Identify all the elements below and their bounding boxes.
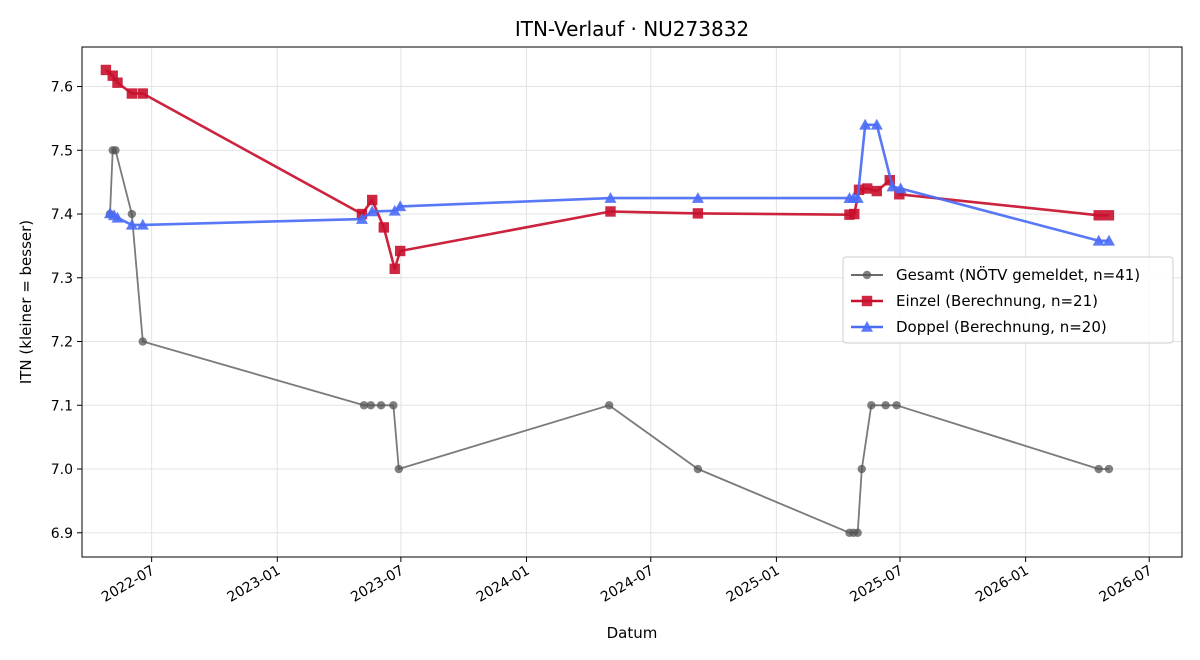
data-point	[853, 528, 862, 537]
data-point	[366, 401, 376, 410]
y-tick-label: 7.0	[51, 462, 73, 478]
data-point	[359, 401, 369, 410]
data-point	[107, 70, 118, 81]
plot-frame	[81, 46, 1183, 558]
legend-marker	[861, 321, 873, 332]
data-point	[389, 401, 398, 410]
data-point	[862, 183, 873, 194]
data-point	[394, 200, 407, 212]
data-point	[111, 211, 124, 223]
data-point	[1103, 210, 1115, 221]
data-point	[892, 401, 901, 410]
series-triangle	[103, 118, 1115, 246]
legend-box	[842, 256, 1174, 344]
y-tick-label: 7.4	[51, 207, 73, 223]
data-point	[894, 189, 905, 200]
data-point	[1102, 234, 1115, 246]
legend-label: Einzel (Berechnung, n=21)	[896, 292, 1098, 310]
data-point	[112, 77, 123, 88]
data-point	[1094, 464, 1103, 474]
data-point	[100, 64, 112, 76]
y-axis-label: ITN (kleiner = besser)	[17, 220, 35, 384]
data-point	[136, 218, 149, 230]
data-point	[870, 118, 883, 130]
data-point	[126, 88, 138, 99]
data-point	[604, 401, 614, 410]
legend-label: Gesamt (NÖTV gemeldet, n=41)	[896, 265, 1140, 284]
series-layer	[100, 64, 1115, 537]
y-tick-label: 7.1	[51, 398, 73, 414]
y-tick-label: 7.6	[51, 80, 73, 96]
y-tick-label: 6.9	[51, 526, 73, 542]
x-axis-label: Datum	[607, 624, 658, 642]
data-point	[1092, 234, 1105, 246]
data-point	[867, 401, 876, 410]
data-point	[376, 401, 386, 410]
data-point	[366, 205, 379, 217]
data-point	[894, 182, 907, 194]
data-point	[691, 192, 704, 203]
data-point	[394, 464, 404, 474]
data-point	[394, 245, 406, 257]
y-axis: 6.9 7.0 7.1 7.2 7.3 7.4 7.5 7.6	[51, 80, 82, 542]
data-point	[127, 209, 137, 219]
data-point	[881, 401, 890, 410]
data-point	[851, 192, 864, 203]
data-point	[849, 208, 860, 220]
legend-marker	[861, 295, 873, 307]
data-point	[692, 208, 704, 219]
data-point	[859, 118, 872, 130]
data-point	[1104, 464, 1114, 474]
y-tick-label: 7.3	[51, 271, 73, 287]
data-point	[857, 464, 866, 474]
legend-item: Doppel (Berechnung, n=20)	[851, 318, 1107, 336]
data-point	[138, 337, 147, 346]
legend-label: Doppel (Berechnung, n=20)	[896, 318, 1107, 336]
data-point	[389, 263, 400, 275]
data-point	[378, 222, 390, 233]
data-point	[125, 218, 138, 230]
y-tick-label: 7.5	[51, 143, 73, 159]
data-point	[137, 88, 148, 99]
data-point	[355, 213, 368, 224]
legend-item: Gesamt (NÖTV gemeldet, n=41)	[851, 265, 1140, 284]
legend-item: Einzel (Berechnung, n=21)	[851, 292, 1098, 310]
legend-marker	[862, 270, 872, 280]
legend: Gesamt (NÖTV gemeldet, n=41) Einzel (Bere…	[842, 256, 1174, 344]
data-point	[886, 180, 899, 192]
data-point	[366, 194, 378, 206]
y-tick-label: 7.2	[51, 335, 73, 351]
data-point	[1093, 210, 1104, 221]
chart-title: ITN-Verlauf · NU273832	[515, 17, 749, 41]
data-point	[871, 185, 882, 197]
data-point	[605, 206, 616, 217]
data-point	[693, 464, 703, 474]
data-point	[111, 146, 120, 155]
data-point	[604, 192, 617, 203]
